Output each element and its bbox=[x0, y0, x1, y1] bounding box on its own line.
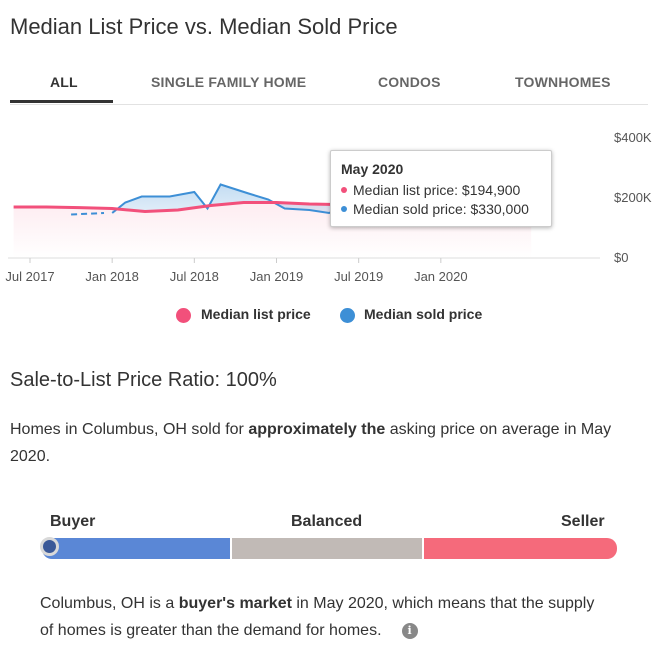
sale-to-list-description: Homes in Columbus, OH sold for approxima… bbox=[10, 416, 640, 470]
legend-item-list-price[interactable]: Median list price bbox=[176, 306, 311, 323]
scale-segment-balanced bbox=[232, 538, 422, 559]
tooltip-row-list: Median list price: $194,900 bbox=[341, 182, 520, 198]
tooltip-bullet-sold bbox=[341, 206, 347, 213]
page-title: Median List Price vs. Median Sold Price bbox=[10, 14, 398, 39]
info-icon[interactable]: i bbox=[401, 622, 418, 639]
y-tick-label: $200K bbox=[614, 190, 652, 205]
sale-to-list-heading: Sale-to-List Price Ratio: 100% bbox=[10, 369, 277, 391]
tooltip-row-sold: Median sold price: $330,000 bbox=[341, 201, 529, 217]
scale-segment-seller bbox=[424, 538, 617, 559]
legend-item-sold-price[interactable]: Median sold price bbox=[340, 306, 483, 323]
x-tick-label: Jul 2018 bbox=[170, 269, 219, 284]
tab-single-family-home[interactable]: SINGLE FAMILY HOME bbox=[151, 74, 307, 90]
scale-label-balanced: Balanced bbox=[291, 513, 363, 530]
tab-townhomes[interactable]: TOWNHOMES bbox=[515, 74, 611, 90]
active-tab-indicator bbox=[10, 100, 113, 103]
desc-pre: Homes in Columbus, OH sold for bbox=[10, 421, 249, 438]
scale-label-seller: Seller bbox=[561, 513, 605, 530]
desc-post: asking price on average in May 2020. bbox=[10, 421, 612, 465]
chart-tooltip: May 2020 Median list price: $194,900 Med… bbox=[330, 150, 552, 227]
x-tick-label: Jan 2018 bbox=[85, 269, 139, 284]
tooltip-sold-price: Median sold price: $330,000 bbox=[353, 201, 529, 217]
legend-label-sold-price: Median sold price bbox=[364, 306, 483, 322]
sold-price-dashed bbox=[71, 212, 105, 216]
tooltip-bullet-list bbox=[341, 187, 347, 194]
y-tick-label: $0 bbox=[614, 250, 628, 265]
legend-dot-sold-price bbox=[340, 308, 355, 323]
y-tick-label: $400K bbox=[614, 130, 652, 145]
market-description: Columbus, OH is a buyer's market in May … bbox=[40, 590, 600, 644]
desc-bold: approximately the bbox=[248, 421, 386, 438]
legend-dot-list-price bbox=[176, 308, 191, 323]
x-tick-label: Jan 2019 bbox=[250, 269, 304, 284]
market-desc-post: in May 2020, which means that the supply… bbox=[40, 595, 595, 639]
x-tick-label: Jul 2019 bbox=[334, 269, 383, 284]
tooltip-list-price: Median list price: $194,900 bbox=[353, 182, 521, 198]
scale-segment-buyer bbox=[42, 538, 230, 559]
legend-label-list-price: Median list price bbox=[201, 306, 311, 322]
tab-condos[interactable]: CONDOS bbox=[378, 74, 441, 90]
tab-all[interactable]: ALL bbox=[50, 74, 78, 90]
property-type-tabs: ALL SINGLE FAMILY HOME CONDOS TOWNHOMES bbox=[10, 62, 648, 105]
x-tick-label: Jan 2020 bbox=[414, 269, 468, 284]
market-desc-bold: buyer's market bbox=[178, 595, 292, 612]
tooltip-title: May 2020 bbox=[341, 161, 404, 177]
x-tick-label: Jul 2017 bbox=[5, 269, 54, 284]
scale-label-buyer: Buyer bbox=[50, 513, 96, 530]
market-desc-pre: Columbus, OH is a bbox=[40, 595, 179, 612]
market-marker bbox=[40, 537, 59, 556]
